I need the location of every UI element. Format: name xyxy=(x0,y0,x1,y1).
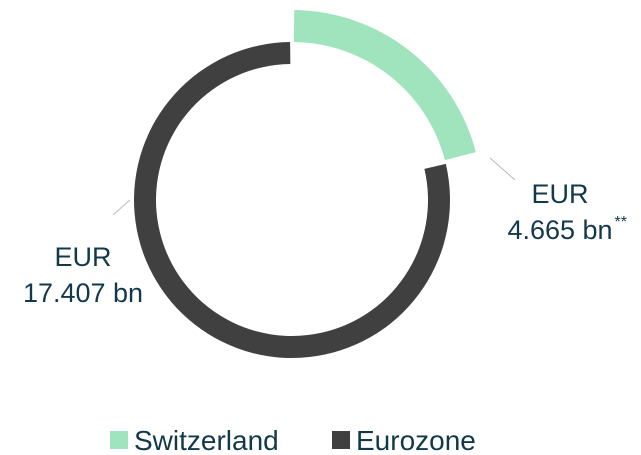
data-label: EUR xyxy=(54,242,111,272)
legend-label: Switzerland xyxy=(134,425,279,455)
legend-swatch xyxy=(110,431,128,449)
data-label: 17.407 bn xyxy=(23,278,143,308)
leader-line xyxy=(489,157,516,181)
donut-segment xyxy=(134,42,450,358)
data-label: EUR xyxy=(531,179,588,209)
legend-swatch xyxy=(332,431,350,449)
leader-line xyxy=(112,199,131,216)
data-label: 4.665 bn xyxy=(507,215,612,245)
legend-label: Eurozone xyxy=(356,425,476,455)
donut-segment xyxy=(293,10,476,161)
footnote-mark: ** xyxy=(615,214,627,231)
